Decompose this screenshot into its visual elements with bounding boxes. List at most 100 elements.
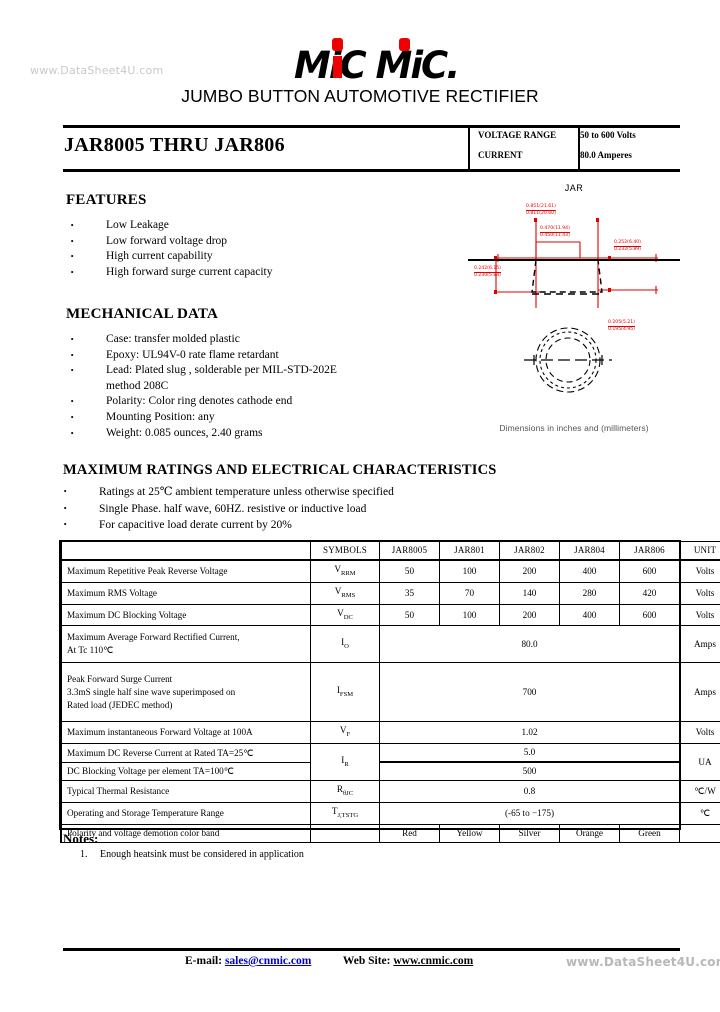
- table-row: Peak Forward Surge Current 3.3mS single …: [60, 662, 720, 723]
- row-description-line: Peak Forward Surge Current: [67, 673, 173, 684]
- row-symbol: VF: [310, 721, 380, 745]
- page-title: JUMBO BUTTON AUTOMOTIVE RECTIFIER: [181, 86, 539, 106]
- voltage-range-row: VOLTAGE RANGE 50 to 600 Volts: [470, 130, 682, 150]
- row-value: Silver: [499, 823, 560, 843]
- row-unit: Amps: [679, 625, 720, 664]
- row-value: Yellow: [439, 823, 500, 843]
- row-symbol: IR: [310, 743, 380, 782]
- row-symbol: IO: [310, 625, 380, 664]
- row-unit: ℃: [679, 802, 720, 825]
- mechanical-data-list: Case: transfer molded plastic Epoxy: UL9…: [70, 331, 420, 442]
- dimension-callout: 0.470(11.94) 0.450(11.43): [540, 226, 570, 238]
- row-description: Maximum Average Forward Rectified Curren…: [60, 625, 311, 664]
- list-item: Weight: 0.085 ounces, 2.40 grams: [70, 425, 420, 442]
- row-description: Polarity and voltage demotion color band: [60, 823, 311, 843]
- email-link[interactable]: sales@cnmic.com: [224, 955, 312, 967]
- table-header-cell: JAR802: [499, 541, 560, 561]
- notes-item: 1. Enough heatsink must be considered in …: [80, 849, 304, 860]
- features-heading: FEATURES: [66, 192, 147, 208]
- list-item-continuation: method 208C: [106, 379, 169, 392]
- table-row: Maximum Average Forward Rectified Curren…: [60, 625, 720, 664]
- drawing-underline: [468, 259, 680, 261]
- list-item: High forward surge current capacity: [70, 264, 400, 281]
- table-row: Maximum DC Reverse Current at Rated TA=2…: [60, 743, 720, 782]
- voltage-box-divider: [578, 128, 580, 169]
- row-symbol: [310, 823, 380, 843]
- row-merged-value: 700: [379, 662, 680, 723]
- features-list: Low Leakage Low forward voltage drop Hig…: [70, 217, 400, 281]
- email-label: E-mail:: [185, 955, 223, 967]
- row-description: Typical Thermal Resistance: [60, 780, 311, 804]
- logo-wordmark: MiC MiC.: [294, 44, 460, 87]
- row-value: 100: [439, 559, 500, 583]
- row-symbol: VRMS: [310, 581, 380, 605]
- website-link[interactable]: www.cnmic.com: [393, 955, 474, 967]
- row-value: Red: [379, 823, 440, 843]
- list-item: Low Leakage: [70, 217, 400, 234]
- row-description: Peak Forward Surge Current 3.3mS single …: [60, 662, 311, 723]
- row-value: 280: [559, 581, 620, 605]
- row-merged-value: 500: [379, 761, 680, 782]
- row-value: 200: [499, 559, 560, 583]
- table-row: Maximum Repetitive Peak Reverse Voltage …: [60, 559, 720, 583]
- table-header-row: SYMBOLS JAR8005 JAR801 JAR802 JAR804 JAR…: [60, 541, 720, 561]
- row-symbol: TJ,TSTG: [310, 802, 380, 825]
- dimension-callout: 0.205(5.21) 0.195(4.95): [608, 320, 635, 332]
- row-value: 140: [499, 581, 560, 605]
- row-unit: Volts: [679, 559, 720, 583]
- table-row: Maximum RMS Voltage VRMS 35 70 140 280 4…: [60, 581, 720, 605]
- row-value: 35: [379, 581, 440, 605]
- row-description: Maximum Repetitive Peak Reverse Voltage: [60, 559, 311, 583]
- list-item: Ratings at 25℃ ambient temperature unles…: [63, 483, 493, 501]
- ratings-heading: MAXIMUM RATINGS AND ELECTRICAL CHARACTER…: [63, 462, 497, 478]
- package-outline-drawing: JAR: [468, 180, 680, 446]
- row-description-line: 3.3mS single half sine wave superimposed…: [67, 686, 236, 697]
- header-rule-bottom: [63, 169, 680, 172]
- table-header-cell: JAR801: [439, 541, 500, 561]
- logo-dot-icon: [332, 38, 343, 51]
- notes-heading: Notes:: [63, 831, 99, 846]
- table-header-cell: UNIT: [679, 541, 720, 561]
- row-description-line: Maximum Average Forward Rectified Curren…: [67, 632, 240, 643]
- table-row: Polarity and voltage demotion color band…: [60, 823, 720, 843]
- dimension-callout: 0.242(6.15) 0.230(5.84): [474, 266, 501, 278]
- row-merged-value: 80.0: [379, 625, 680, 664]
- row-unit: Amps: [679, 662, 720, 723]
- list-item: High current capability: [70, 248, 400, 265]
- current-label: CURRENT: [478, 150, 523, 160]
- list-item: Polarity: Color ring denotes cathode end: [70, 393, 420, 410]
- drawing-title: JAR: [564, 183, 584, 193]
- footer-contact: E-mail: sales@cnmic.com Web Site: www.cn…: [185, 955, 473, 967]
- notes-number: 1.: [80, 849, 88, 860]
- row-unit: Volts: [679, 721, 720, 745]
- table-row: Maximum instantaneous Forward Voltage at…: [60, 721, 720, 745]
- row-description-line: At Tc 110℃: [67, 645, 114, 656]
- row-symbol: VDC: [310, 603, 380, 627]
- table-row: Typical Thermal Resistance RθJC 0.8 ℃/W: [60, 780, 720, 804]
- list-item: Low forward voltage drop: [70, 233, 400, 250]
- table-row: Operating and Storage Temperature Range …: [60, 802, 720, 825]
- table-header-cell: JAR8005: [379, 541, 440, 561]
- row-symbol: IFSM: [310, 662, 380, 723]
- row-symbol: VRRM: [310, 559, 380, 583]
- row-value: 200: [499, 603, 560, 627]
- row-unit: [679, 823, 720, 843]
- footer-rule: [63, 948, 680, 951]
- voltage-range-label: VOLTAGE RANGE: [478, 130, 557, 140]
- current-row: CURRENT 80.0 Amperes: [470, 150, 682, 170]
- current-value: 80.0 Amperes: [580, 150, 632, 160]
- row-value: Green: [619, 823, 680, 843]
- watermark-top: www.DataSheet4U.com: [30, 64, 164, 77]
- table-header-cell: SYMBOLS: [310, 541, 380, 561]
- table-row: DC Blocking Voltage per element TA=100℃ …: [60, 761, 720, 782]
- list-item: Single Phase. half wave, 60HZ. resistive…: [63, 500, 493, 518]
- row-symbol: RθJC: [310, 780, 380, 804]
- table-row: Maximum DC Blocking Voltage VDC 50 100 2…: [60, 603, 720, 627]
- mechanical-data-heading: MECHANICAL DATA: [66, 306, 219, 322]
- dimension-callout: 0.252(6.40) 0.232(5.89): [614, 240, 641, 252]
- row-value: 400: [559, 559, 620, 583]
- row-merged-value: (-65 to −175): [379, 802, 680, 825]
- ratings-table: SYMBOLS JAR8005 JAR801 JAR802 JAR804 JAR…: [60, 541, 720, 843]
- drawing-svg: [494, 218, 658, 393]
